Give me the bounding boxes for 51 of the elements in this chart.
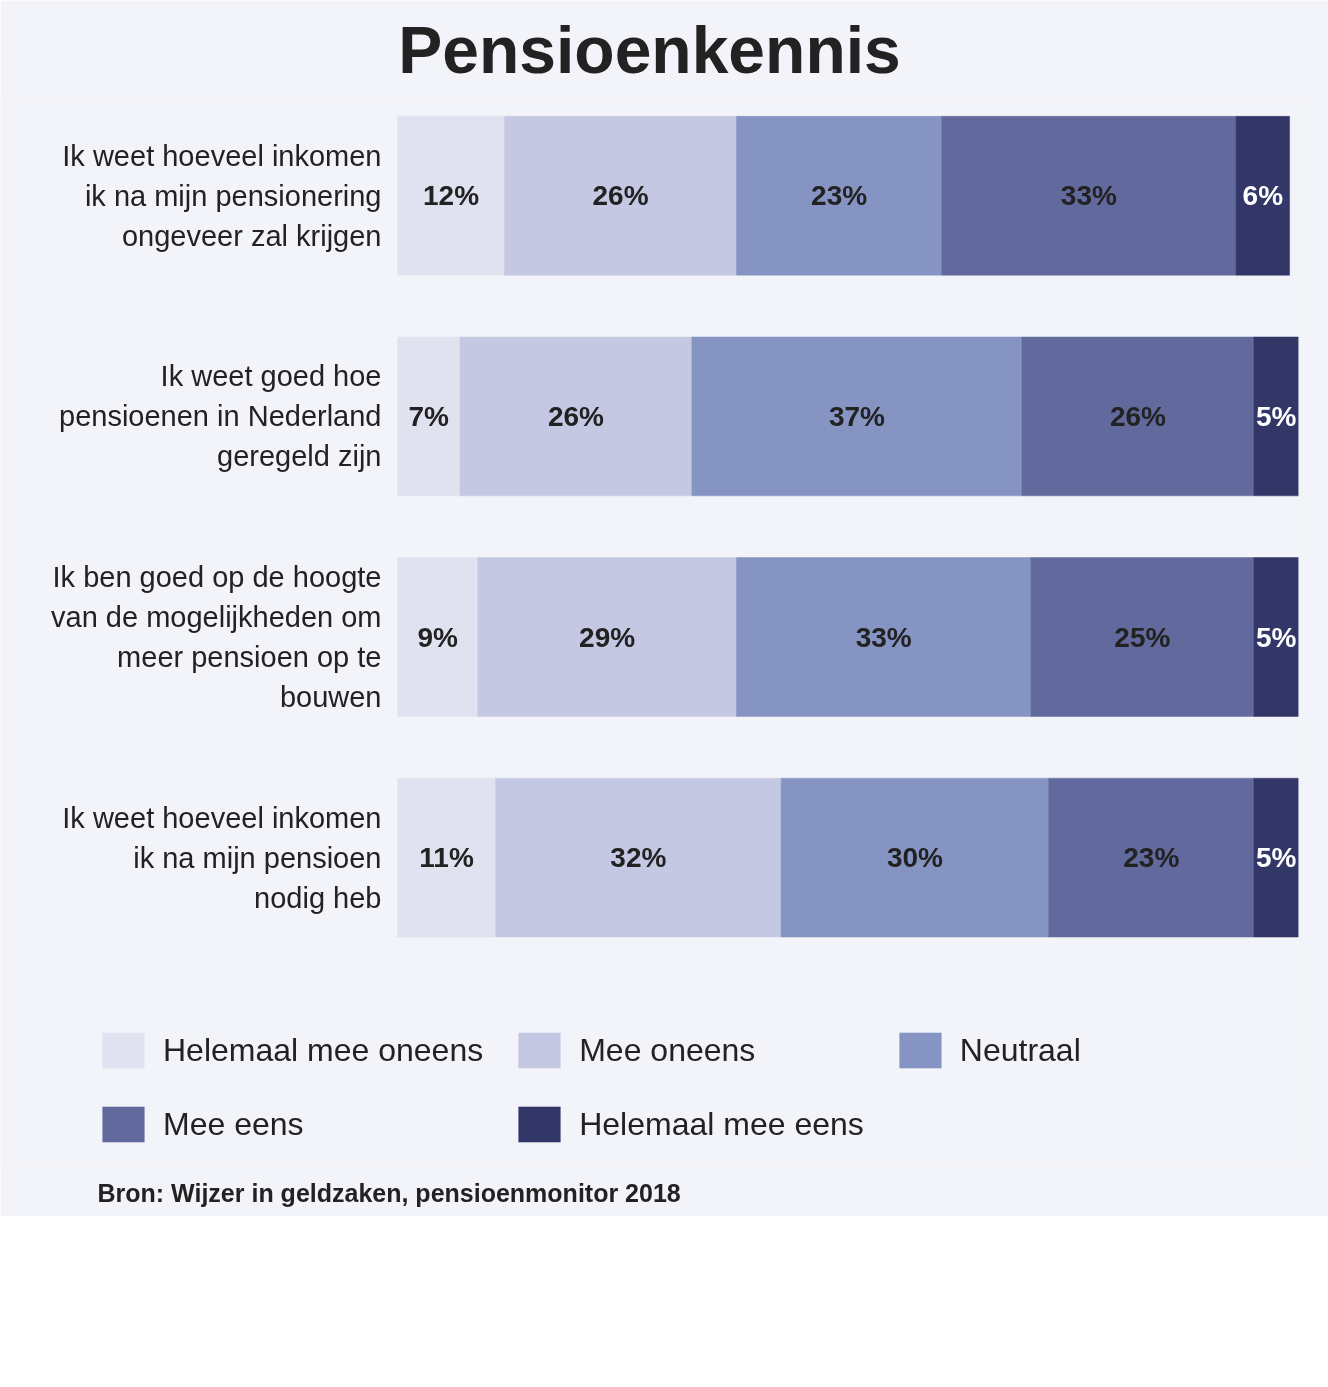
bar: [736, 116, 942, 276]
data-label: 5%: [1255, 400, 1297, 432]
y-tick-label: Ik weet goed hoe pensioenen in Nederland geregeld zijn: [59, 360, 382, 473]
legend-label: Helemaal mee eens: [579, 1105, 864, 1143]
bar: [780, 777, 1049, 938]
legend-label: Helemaal mee oneens: [163, 1031, 484, 1069]
chart-title: Pensioenkennis: [398, 12, 901, 87]
bar: [1021, 336, 1255, 497]
bar: [504, 116, 737, 276]
y-tick-label: Ik ben goed op de hoogte van de mogelijkheden om meer pensioen op te bouwen: [51, 561, 382, 714]
data-label: 33%: [855, 621, 912, 653]
data-label: 9%: [417, 621, 458, 653]
bar: [397, 777, 496, 938]
bar: [1235, 116, 1290, 276]
legend-label: Mee oneens: [579, 1031, 756, 1069]
data-label: 7%: [408, 400, 450, 432]
bar: [1253, 336, 1299, 497]
bar: [459, 336, 693, 497]
bar: [477, 557, 737, 717]
data-label: 25%: [1114, 621, 1171, 653]
bar: [1030, 557, 1255, 717]
bar: [397, 557, 479, 717]
data-label: 26%: [1109, 400, 1167, 432]
data-label: 29%: [579, 621, 636, 653]
data-label: 5%: [1255, 621, 1297, 653]
text: Bron: Wijzer in geldzaken, pensioenmonitor 2018: [97, 1178, 681, 1207]
data-label: 30%: [886, 842, 944, 874]
data-label: 32%: [610, 842, 667, 874]
data-label: 5%: [1255, 842, 1297, 874]
bar: [1253, 777, 1299, 938]
y-tick-label: Ik weet hoeveel inkomen ik na mijn pensioen nodig heb: [62, 801, 382, 914]
data-label: 33%: [1060, 180, 1117, 212]
bar: [495, 777, 782, 938]
data-label: 23%: [1123, 842, 1180, 874]
legend-label: Mee eens: [163, 1105, 304, 1143]
bar: [397, 116, 505, 276]
data-label: 26%: [547, 400, 605, 432]
bar: [1048, 777, 1255, 938]
data-label: 37%: [828, 400, 886, 432]
bar: [397, 336, 461, 497]
data-label: 12%: [423, 180, 480, 212]
bar: [941, 116, 1237, 276]
y-tick-label: Ik weet hoeveel inkomen ik na mijn pensionering ongeveer zal krijgen: [62, 139, 382, 252]
legend-label: Neutraal: [959, 1031, 1081, 1069]
bar: [736, 557, 1032, 717]
bar: [1253, 557, 1299, 717]
bar: [691, 336, 1023, 497]
data-label: 6%: [1242, 180, 1284, 212]
data-label: 26%: [592, 180, 649, 212]
data-label: 23%: [811, 180, 868, 212]
data-label: 11%: [419, 842, 474, 874]
